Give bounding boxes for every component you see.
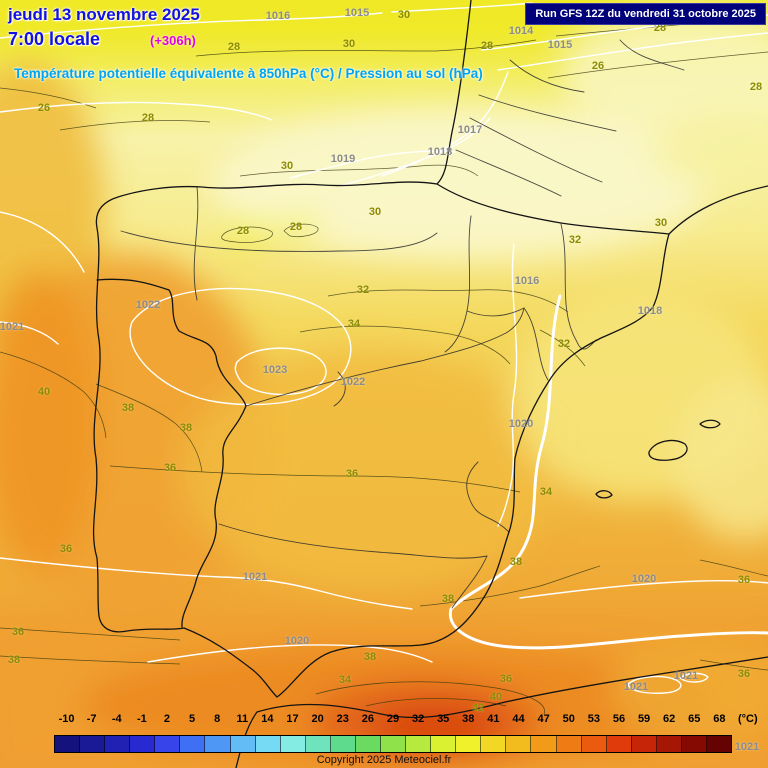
model-run-banner: Run GFS 12Z du vendredi 31 octobre 2025 [525, 3, 766, 25]
colorbar-cell [255, 736, 281, 752]
colorbar-cell [305, 736, 331, 752]
isobar-contours [0, 2, 768, 694]
colorbar-value: 56 [612, 713, 626, 725]
isotherm-contours [0, 18, 768, 715]
menorca-island [699, 419, 721, 429]
colorbar-cell [80, 736, 106, 752]
chart-subtitle: Température potentielle équivalente à 85… [14, 66, 483, 81]
colorbar-cell [406, 736, 432, 752]
local-time-label: 7:00 locale [8, 29, 101, 49]
copyright-label: Copyright 2025 Meteociel.fr [316, 754, 452, 766]
colorbar-value: -1 [136, 713, 147, 725]
colorbar-cell [707, 736, 732, 752]
colorbar-value: -10 [58, 713, 75, 725]
colorbar-value: 68 [713, 713, 726, 725]
colorbar-cell [55, 736, 81, 752]
colorbar-value: 53 [587, 713, 600, 725]
colorbar-value: 20 [311, 713, 324, 725]
colorbar-cell [481, 736, 507, 752]
colorbar-cell [105, 736, 131, 752]
colorbar-cell [355, 736, 382, 752]
colorbar-cell [531, 736, 557, 752]
colorbar-value: 65 [688, 713, 701, 725]
colorbar-value: 5 [189, 713, 196, 725]
colorbar-value: 41 [487, 713, 500, 725]
colorbar-value: 35 [437, 713, 450, 725]
colorbar-value: 29 [386, 713, 400, 725]
colorbar-value: 23 [336, 713, 349, 725]
colorbar-cell [581, 736, 607, 752]
colorbar-value: 14 [261, 713, 274, 725]
colorbar-values-row: -10 -7 -4 -1 2 5 8 11 14 17 20 23 26 29 32 35 38 41 44 47 50… [54, 713, 732, 725]
regional-borders [120, 39, 685, 609]
colorbar-value: 17 [286, 713, 299, 725]
colorbar-cell [330, 736, 356, 752]
forecast-offset-label: (+306h) [150, 33, 196, 48]
colorbar-value: 26 [361, 713, 374, 725]
coastlines [92, 0, 768, 768]
colorbar-cell [606, 736, 632, 752]
unit-label: (°C) [738, 713, 758, 725]
colorbar-cell [280, 736, 306, 752]
colorbar-cell [130, 736, 156, 752]
colorbar-value: 8 [214, 713, 221, 725]
colorbar-cell [681, 736, 708, 752]
colorbar-value: 50 [562, 713, 575, 725]
colorbar-cell [230, 736, 256, 752]
portugal-border [96, 278, 247, 628]
colorbar-value: 2 [163, 713, 171, 725]
colorbar-value: -4 [111, 713, 122, 725]
temperature-colorbar [54, 735, 732, 753]
colorbar-cell [205, 736, 231, 752]
colorbar-value: 47 [537, 713, 550, 725]
colorbar-value: 32 [411, 713, 425, 725]
colorbar-cell [631, 736, 657, 752]
colorbar-value: 59 [637, 713, 651, 725]
pyrenees-border [436, 183, 670, 235]
colorbar-value: 11 [236, 713, 249, 725]
colorbar-cell [456, 736, 482, 752]
colorbar-cell [556, 736, 582, 752]
mallorca-island [648, 439, 688, 461]
ibiza-island [595, 490, 613, 499]
colorbar-value: 38 [462, 713, 475, 725]
date-label: jeudi 13 novembre 2025 [8, 5, 200, 24]
colorbar-cell [431, 736, 457, 752]
colorbar-value: -7 [86, 713, 97, 725]
colorbar-cell [656, 736, 682, 752]
colorbar-cell [381, 736, 407, 752]
colorbar-value: 44 [512, 713, 525, 725]
colorbar-value: 62 [663, 713, 676, 725]
colorbar-cell [506, 736, 532, 752]
africa-coast [235, 656, 768, 768]
colorbar-cell [180, 736, 206, 752]
colorbar-cell [155, 736, 181, 752]
